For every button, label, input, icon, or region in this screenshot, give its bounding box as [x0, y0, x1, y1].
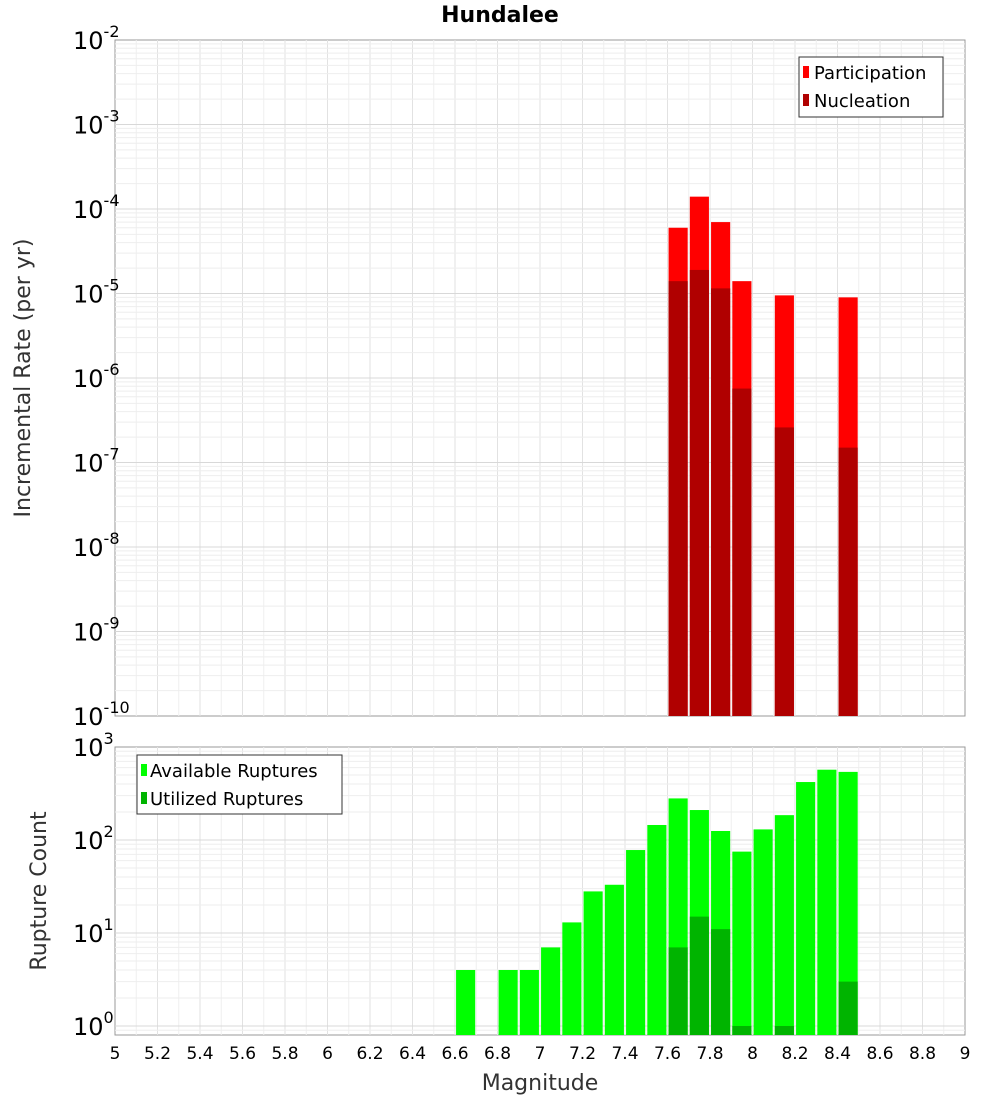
- rate-y-tick-label: 10-7: [73, 445, 120, 478]
- count-y-axis-label: Rupture Count: [27, 811, 52, 971]
- count-bar-series1: [647, 824, 667, 1035]
- count-bar-series2: [774, 1025, 794, 1035]
- x-tick-label: 7.2: [569, 1044, 596, 1064]
- count-bar-series1: [626, 850, 646, 1035]
- legend-label-utilized: Utilized Ruptures: [150, 789, 303, 810]
- rate-y-tick-label: 10-8: [73, 529, 120, 562]
- x-tick-label: 8.8: [909, 1044, 936, 1064]
- x-axis-label: Magnitude: [482, 1071, 599, 1096]
- count-bar-series1: [456, 969, 476, 1035]
- chart-title: Hundalee: [441, 3, 559, 28]
- rate-bar-series2: [838, 447, 858, 716]
- count-bar-series1: [732, 851, 752, 1035]
- x-tick-label: 7.6: [654, 1044, 681, 1064]
- x-tick-label: 5.8: [271, 1044, 298, 1064]
- rate-y-tick-label: 10-4: [73, 191, 120, 224]
- count-bar-series2: [732, 1025, 752, 1035]
- count-bar-series2: [838, 981, 858, 1035]
- count-y-tick-label: 101: [73, 915, 114, 948]
- x-tick-label: 5.6: [229, 1044, 256, 1064]
- rate-y-tick-label: 10-5: [73, 276, 120, 309]
- count-bar-series1: [498, 969, 518, 1035]
- rate-y-tick-label: 10-10: [73, 698, 130, 731]
- x-tick-label: 5.4: [186, 1044, 213, 1064]
- legend-label-available: Available Ruptures: [150, 761, 318, 782]
- rate-bar-series2: [732, 388, 752, 716]
- x-ticks: 5 5.2 5.4 5.6 5.8 6 6.2 6.4 6.6 6.8 7 7.2 7.4 7.6 7.8 8…: [110, 1044, 971, 1064]
- legend-label-participation: Participation: [814, 63, 926, 84]
- count-bar-series1: [541, 947, 561, 1035]
- rate-y-tick-label: 10-9: [73, 614, 120, 647]
- count-bar-series2: [689, 916, 709, 1035]
- x-tick-label: 7.8: [696, 1044, 723, 1064]
- count-panel: 103 102 101 100 5 5.2 5.4 5.6 5.8 6 6.2 6.4 6.6 6.8 7…: [27, 729, 970, 1096]
- rate-y-tick-label: 10-6: [73, 360, 120, 393]
- legend-label-nucleation: Nucleation: [814, 91, 910, 112]
- x-tick-label: 6.6: [441, 1044, 468, 1064]
- rate-bar-series2: [689, 269, 709, 716]
- legend-swatch-utilized: [141, 792, 147, 804]
- x-tick-label: 7.4: [611, 1044, 638, 1064]
- rate-panel: 10-2 10-3 10-4 10-5 10-6 10-7 10-8 10-9 10-10 In…: [11, 22, 966, 731]
- x-tick-label: 8.2: [781, 1044, 808, 1064]
- x-tick-label: 6.4: [399, 1044, 426, 1064]
- count-bar-series1: [753, 829, 773, 1035]
- count-legend-box: [136, 754, 343, 815]
- rate-bar-series2: [668, 281, 688, 716]
- x-tick-label: 8.6: [866, 1044, 893, 1064]
- legend-swatch-available: [141, 764, 147, 776]
- legend-swatch-participation: [803, 66, 809, 78]
- count-y-tick-label: 102: [73, 822, 114, 855]
- x-tick-label: 6.8: [484, 1044, 511, 1064]
- count-bar-series1: [519, 969, 539, 1035]
- x-tick-label: 9: [960, 1044, 971, 1064]
- x-tick-label: 5.2: [144, 1044, 171, 1064]
- x-tick-label: 6.2: [356, 1044, 383, 1064]
- rate-y-axis-label: Incremental Rate (per yr): [11, 239, 36, 518]
- x-tick-label: 7: [535, 1044, 546, 1064]
- count-bar-series1: [796, 782, 816, 1035]
- rate-gridlines: [115, 40, 965, 716]
- count-bar-series1: [838, 771, 858, 1035]
- rate-legend-box: [798, 56, 944, 118]
- legend-swatch-nucleation: [803, 94, 809, 106]
- count-y-tick-label: 100: [73, 1008, 114, 1041]
- rate-y-ticks: 10-2 10-3 10-4 10-5 10-6 10-7 10-8 10-9 10-10: [73, 22, 130, 731]
- count-y-tick-label: 103: [73, 729, 114, 762]
- count-bar-series1: [774, 815, 794, 1035]
- count-y-ticks: 103 102 101 100: [73, 729, 114, 1041]
- count-bar-series1: [583, 891, 603, 1035]
- count-bar-series2: [668, 947, 688, 1035]
- rate-legend: Participation Nucleation: [798, 56, 944, 118]
- count-bar-series1: [562, 922, 582, 1035]
- count-legend: Available Ruptures Utilized Ruptures: [136, 754, 343, 815]
- x-tick-label: 8.4: [824, 1044, 851, 1064]
- x-tick-label: 5: [110, 1044, 121, 1064]
- count-bar-series1: [817, 769, 837, 1035]
- rate-y-tick-label: 10-2: [73, 22, 120, 55]
- rate-bars: [668, 196, 858, 717]
- x-tick-label: 8: [747, 1044, 758, 1064]
- x-tick-label: 6: [322, 1044, 333, 1064]
- rate-bar-series2: [774, 427, 794, 716]
- count-bars: [456, 769, 858, 1035]
- rate-bar-series2: [711, 288, 731, 716]
- rate-y-tick-label: 10-3: [73, 107, 120, 140]
- count-bar-series1: [604, 884, 624, 1035]
- count-bar-series2: [711, 929, 731, 1035]
